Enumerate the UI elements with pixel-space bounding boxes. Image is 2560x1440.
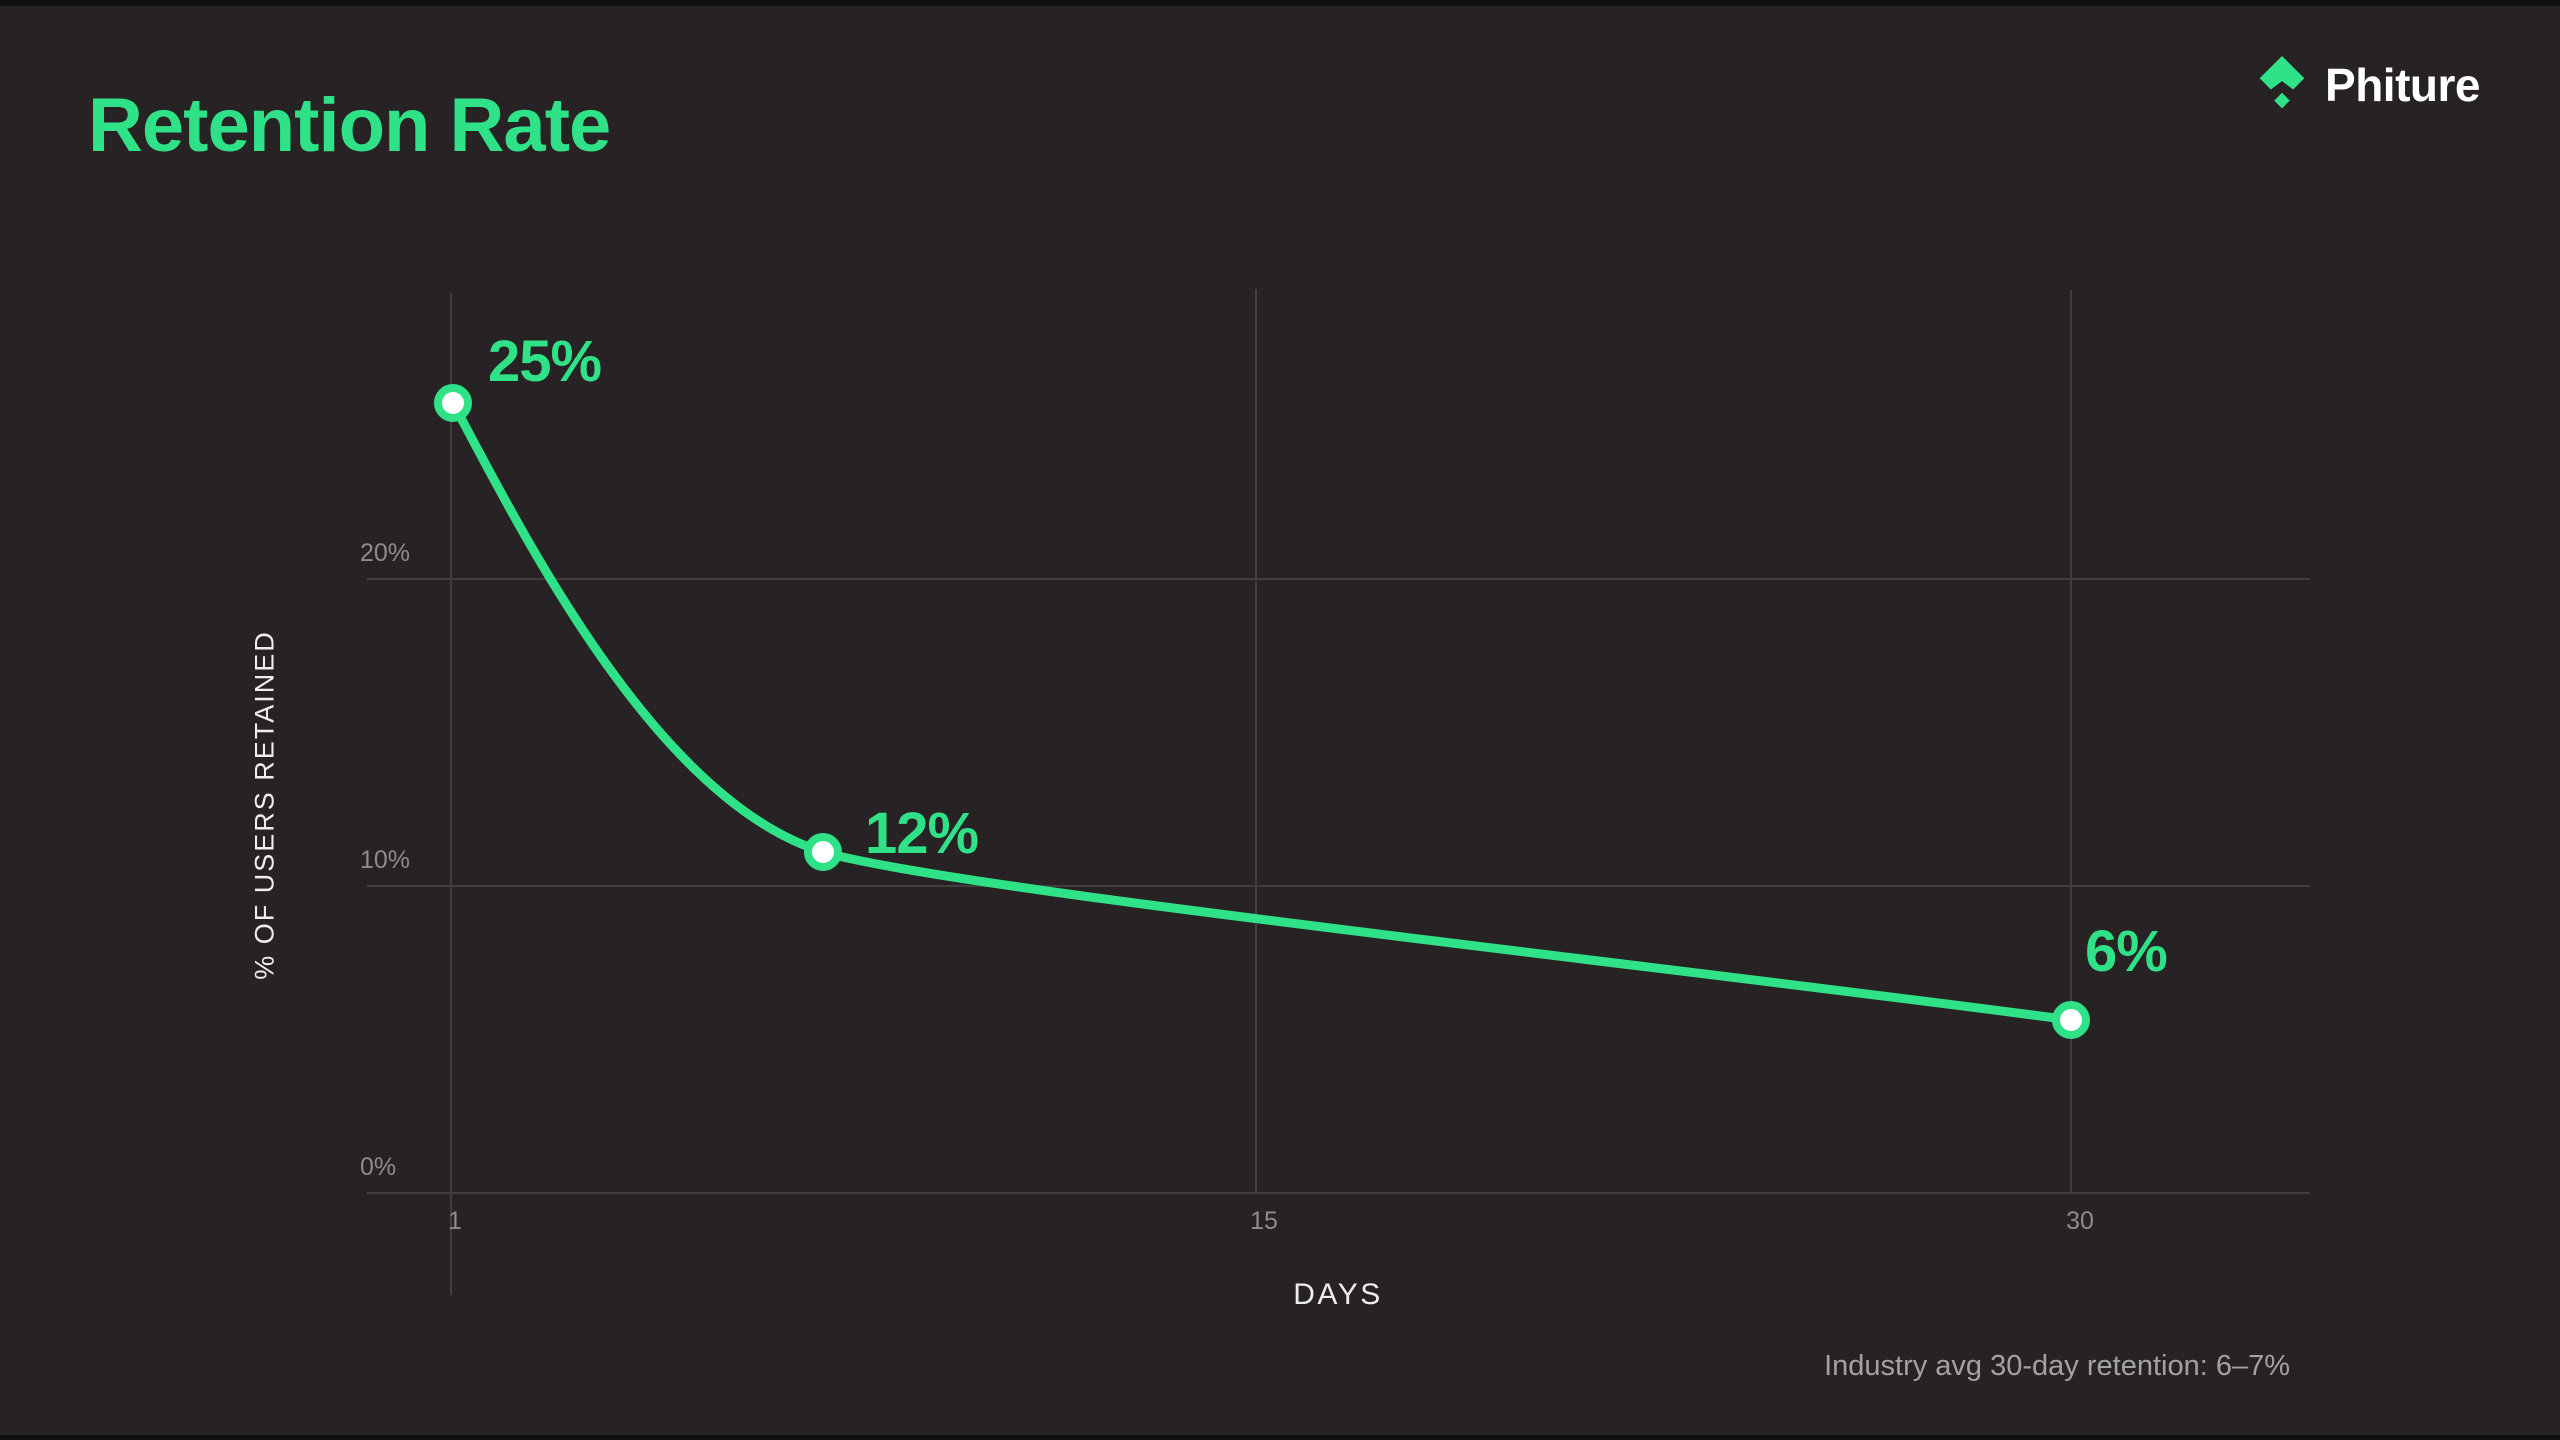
data-label-day7: 12% <box>865 801 979 866</box>
phiture-diamond-icon <box>2259 56 2305 109</box>
x-axis-label: DAYS <box>1293 1278 1383 1311</box>
x-tick-day15: 15 <box>1250 1207 1278 1235</box>
x-tick-day1: 1 <box>448 1207 462 1235</box>
bottom-edge-strip <box>0 1435 2560 1440</box>
data-label-day1: 25% <box>488 329 602 394</box>
data-point-day30 <box>2052 1001 2090 1039</box>
page-title: Retention Rate <box>88 83 611 168</box>
y-tick-0: 0% <box>360 1153 397 1181</box>
y-tick-20: 20% <box>360 539 411 567</box>
x-tick-day30: 30 <box>2066 1207 2094 1235</box>
industry-average-footnote: Industry avg 30-day retention: 6–7% <box>1824 1350 2290 1382</box>
retention-curve <box>448 398 2076 1025</box>
data-point-day1 <box>434 384 472 422</box>
data-point-day7 <box>804 833 842 871</box>
data-label-day30: 6% <box>2085 919 2168 984</box>
brand-name: Phiture <box>2325 59 2480 111</box>
y-axis-label: % OF USERS RETAINED <box>249 630 280 980</box>
top-edge-strip <box>0 0 2560 6</box>
brand-lockup: Phiture <box>2259 56 2480 114</box>
y-tick-10: 10% <box>360 846 411 874</box>
